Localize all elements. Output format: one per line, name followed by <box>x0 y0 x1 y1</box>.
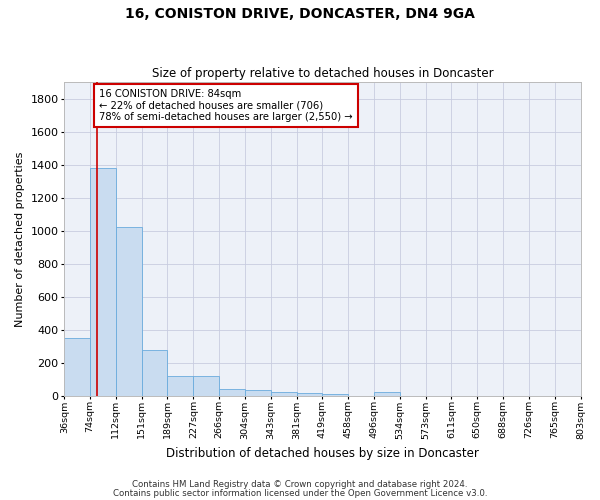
Bar <box>322 394 348 396</box>
Text: 16, CONISTON DRIVE, DONCASTER, DN4 9GA: 16, CONISTON DRIVE, DONCASTER, DN4 9GA <box>125 8 475 22</box>
Bar <box>245 390 271 396</box>
Bar <box>296 392 322 396</box>
Bar <box>219 390 245 396</box>
Bar <box>116 228 142 396</box>
Bar <box>64 338 90 396</box>
X-axis label: Distribution of detached houses by size in Doncaster: Distribution of detached houses by size … <box>166 447 479 460</box>
Text: Contains public sector information licensed under the Open Government Licence v3: Contains public sector information licen… <box>113 489 487 498</box>
Bar <box>374 392 400 396</box>
Y-axis label: Number of detached properties: Number of detached properties <box>15 152 25 326</box>
Bar <box>142 350 167 396</box>
Text: 16 CONISTON DRIVE: 84sqm
← 22% of detached houses are smaller (706)
78% of semi-: 16 CONISTON DRIVE: 84sqm ← 22% of detach… <box>100 88 353 122</box>
Bar <box>271 392 296 396</box>
Bar <box>90 168 116 396</box>
Bar <box>193 376 219 396</box>
Bar <box>167 376 193 396</box>
Title: Size of property relative to detached houses in Doncaster: Size of property relative to detached ho… <box>152 66 493 80</box>
Text: Contains HM Land Registry data © Crown copyright and database right 2024.: Contains HM Land Registry data © Crown c… <box>132 480 468 489</box>
